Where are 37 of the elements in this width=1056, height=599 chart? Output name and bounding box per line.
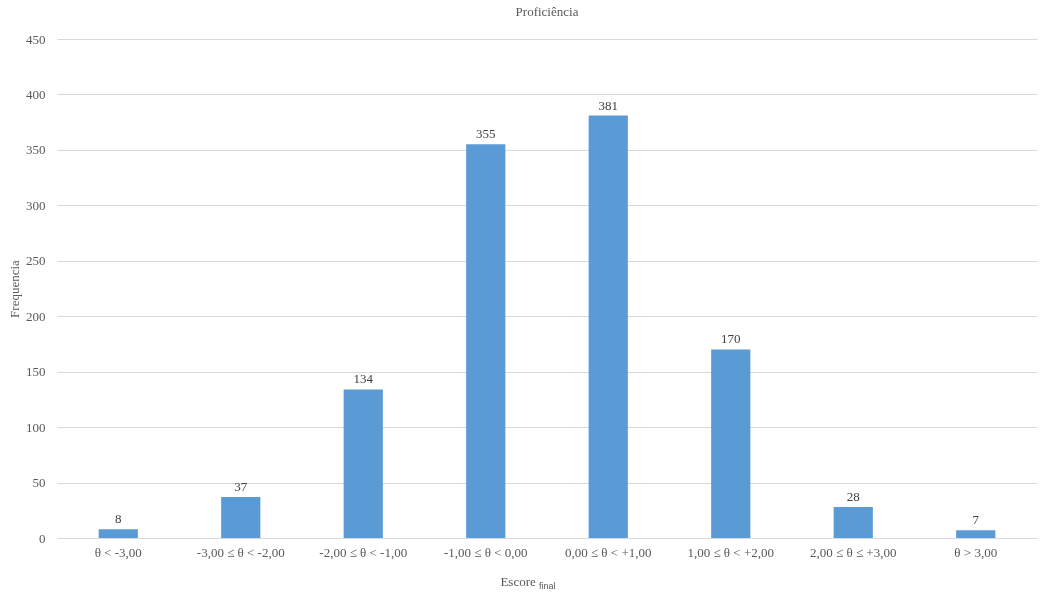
bar	[588, 115, 628, 538]
chart-title: Proficiência	[515, 4, 579, 19]
y-tick-label: 200	[26, 308, 46, 324]
data-label: 170	[721, 331, 741, 347]
y-tick-label: 0	[39, 530, 46, 546]
x-tick-label: 0,00 ≤ θ < +1,00	[564, 544, 652, 560]
y-tick-label: 250	[26, 253, 46, 269]
bar	[711, 349, 751, 538]
y-axis-title: Frequencia	[7, 259, 22, 318]
x-axis-title: Escore $_{final}$	[499, 574, 557, 591]
data-label: 381	[598, 97, 618, 113]
x-tick-label: 1,00 ≤ θ < +2,00	[687, 544, 775, 560]
bar	[343, 389, 383, 538]
y-tick-label: 450	[26, 31, 46, 47]
x-tick-label: -3,00 ≤ θ < -2,00	[196, 544, 285, 560]
bar	[221, 496, 261, 538]
x-tick-label: 2,00 ≤ θ ≤ +3,00	[810, 544, 897, 560]
x-tick-label: θ < -3,00	[94, 544, 142, 560]
y-tick-label: 350	[26, 142, 46, 158]
y-tick-label: 400	[26, 86, 46, 102]
x-tick-label: θ > 3,00	[954, 544, 998, 560]
bar	[466, 144, 506, 538]
data-label: 37	[234, 478, 248, 494]
bar	[956, 530, 996, 538]
data-label: 134	[353, 371, 374, 387]
y-tick-label: 150	[26, 364, 46, 380]
y-tick-label: 50	[32, 475, 46, 491]
bar	[833, 506, 873, 538]
data-label: 8	[115, 511, 122, 527]
y-tick-label: 100	[26, 419, 46, 435]
data-label: 28	[846, 488, 860, 504]
data-label: 355	[476, 126, 496, 142]
x-tick-label: -1,00 ≤ θ < 0,00	[443, 544, 528, 560]
y-tick-label: 300	[26, 197, 46, 213]
data-label: 7	[972, 512, 980, 528]
x-tick-label: -2,00 ≤ θ < -1,00	[319, 544, 408, 560]
bar	[98, 529, 138, 538]
